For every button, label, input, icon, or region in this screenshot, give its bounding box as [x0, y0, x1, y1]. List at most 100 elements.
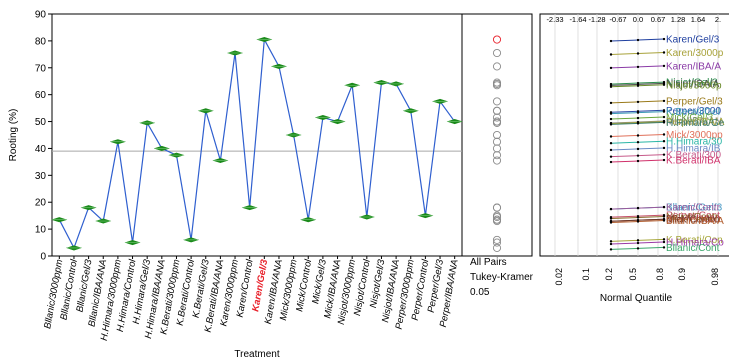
quantile-panel — [539, 13, 729, 257]
quantile-x-axis-label: Normal Quantile — [600, 293, 673, 304]
quantile-point — [662, 158, 666, 162]
quantile-series-label: Bllanic/3000 — [666, 215, 721, 226]
quantile-series-label: H.Himara/30 — [666, 137, 723, 148]
quantile-series-label: Mick/3000pp — [666, 130, 723, 141]
y-tick-label: 90 — [35, 10, 47, 21]
quantile-point — [662, 153, 666, 156]
y-tick-label: 30 — [35, 171, 47, 182]
quantile-series-label: Perper/3000 — [666, 106, 721, 117]
quantile-point — [609, 117, 613, 121]
quantile-point — [662, 110, 666, 113]
quantile-series-label: Mick/Contro — [666, 215, 720, 226]
quantile-series-label: Mick/IBA/AN — [666, 117, 722, 128]
quantile-point — [662, 146, 666, 150]
quantile-point — [636, 159, 640, 163]
quantile-bottom-tick-label: 0.98 — [710, 268, 720, 286]
quantile-point — [662, 205, 666, 209]
quantile-point — [662, 219, 666, 222]
quantile-point — [609, 217, 613, 220]
quantile-point — [636, 220, 640, 223]
y-tick-label: 50 — [35, 117, 47, 128]
comparison-circle — [492, 156, 502, 165]
comparison-circle — [492, 137, 502, 146]
quantile-series-label: Bllanic/IBA/A — [666, 216, 724, 227]
quantile-point — [662, 64, 666, 68]
y-tick-label: 40 — [35, 144, 47, 155]
x-axis-label: Treatment — [234, 349, 279, 360]
quantile-series-label: Karen/3000p — [666, 48, 724, 59]
quantile-point — [636, 134, 640, 137]
quantile-series-label: H.Himara/Co — [666, 238, 724, 249]
y-tick-label: 0 — [40, 252, 46, 263]
quantile-point — [609, 135, 613, 138]
quantile-point — [636, 84, 640, 87]
quantile-point — [636, 111, 640, 114]
series-line — [58, 37, 456, 250]
quantile-point — [662, 133, 666, 136]
quantile-point — [636, 52, 640, 55]
quantile-series-label: K.Berati/300 — [666, 150, 721, 161]
quantile-point — [636, 116, 640, 120]
quantile-point — [636, 216, 640, 219]
comparison-circle — [492, 151, 502, 160]
comparison-circle — [492, 113, 502, 122]
quantile-point — [609, 155, 613, 158]
quantile-series-label: Nisjot/Gel/3 — [666, 78, 718, 89]
y-tick-label: 60 — [35, 90, 47, 101]
comparison-circle — [492, 216, 502, 226]
quantile-point — [662, 51, 666, 54]
quantile-point — [662, 83, 666, 86]
quantile-point — [636, 241, 640, 245]
quantile-point — [609, 207, 613, 211]
quantile-point — [609, 248, 613, 251]
quantile-series-label: Perper/Gel/3 — [666, 96, 723, 107]
quantile-point — [609, 53, 613, 56]
quantile-series-label: Perper/IBA/A — [666, 117, 725, 128]
comparison-label-all-pairs: All Pairs — [470, 257, 507, 268]
quantile-point — [609, 148, 613, 152]
x-axis-tick-labels: Bllanic/3000ppmBllanic/ControlBllanic/Ge… — [42, 256, 461, 342]
comparison-circle — [492, 130, 502, 140]
quantile-top-tick-label: 1.28 — [671, 15, 686, 24]
quantile-bottom-tick-label: 0.9 — [677, 268, 687, 281]
quantile-series-label: Nisjot/Contr — [666, 212, 719, 223]
quantile-point — [636, 239, 640, 242]
main-plot-area — [51, 13, 463, 257]
quantile-top-tick-label: -1.28 — [588, 15, 605, 24]
comparison-circle — [492, 81, 502, 90]
quantile-series-label: Bllanic/Gel/3 — [666, 203, 723, 214]
quantile-top-tick-label: 2. — [715, 15, 721, 24]
comparison-circle — [492, 48, 502, 58]
quantile-point — [662, 115, 666, 119]
quantile-series-label: H.Himara/Ge — [666, 118, 725, 129]
quantile-bottom-tick-label: 0.1 — [581, 268, 591, 281]
quantile-series-label: Karen/Gel/3 — [666, 35, 720, 46]
data-marks — [51, 37, 463, 251]
quantile-point — [662, 140, 666, 143]
quantile-point — [609, 112, 613, 115]
quantile-top-tick-label: 1.64 — [691, 15, 706, 24]
quantile-bottom-tick-label: 0.2 — [604, 268, 614, 281]
quantile-top-tick-label: -1.64 — [569, 15, 586, 24]
y-axis-label: Rooting (%) — [8, 109, 19, 162]
quantile-point — [609, 101, 613, 105]
comparison-circle — [492, 35, 502, 44]
comparison-circle — [492, 212, 502, 222]
quantile-point — [662, 240, 666, 244]
comparison-circle — [492, 238, 502, 247]
comparison-circle — [492, 62, 502, 71]
quantile-top-tick-label: -0.67 — [609, 15, 626, 24]
quantile-series-label: H.Himara/IB — [666, 143, 721, 154]
quantile-point — [662, 238, 666, 241]
quantile-series-label: Mick/Gel/3 — [666, 113, 714, 124]
quantile-series-label: Nisjot/3000p — [666, 80, 722, 91]
quantile-top-tick-label: -2.33 — [546, 15, 563, 24]
quantile-point — [636, 206, 640, 210]
quantile-point — [636, 141, 640, 144]
comparison-circle — [492, 144, 502, 153]
quantile-point — [609, 85, 613, 88]
comparison-circle — [492, 235, 502, 244]
quantile-point — [609, 39, 613, 43]
quantile-point — [636, 154, 640, 157]
